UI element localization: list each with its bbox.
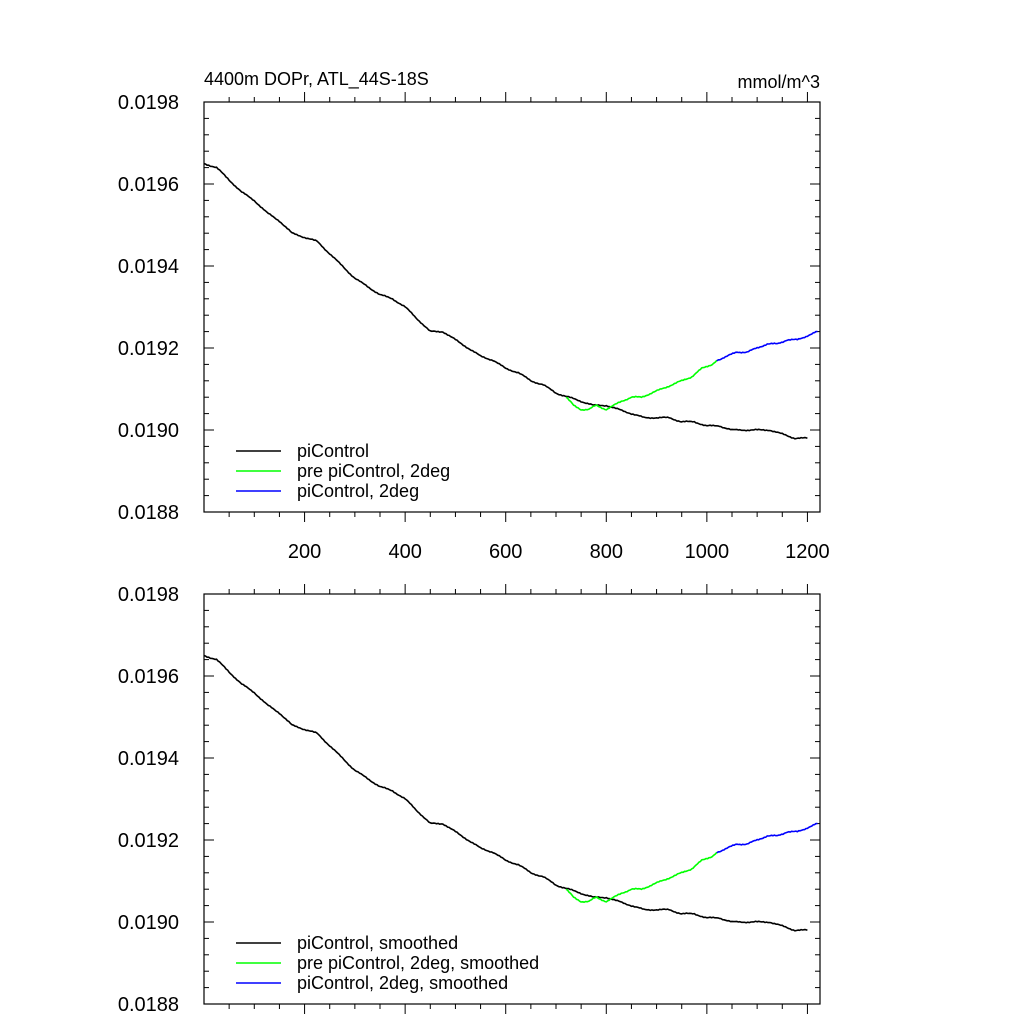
plot-frame bbox=[203, 101, 821, 513]
y-tick-label: 0.0192 bbox=[118, 830, 179, 852]
y-tick-label: 0.0194 bbox=[118, 256, 179, 278]
x-tick-label: 600 bbox=[489, 541, 522, 563]
y-tick-label: 0.0194 bbox=[118, 748, 179, 770]
chart-units: mmol/m^3 bbox=[738, 72, 820, 92]
plot-frame bbox=[203, 593, 821, 1005]
y-tick-label: 0.0190 bbox=[118, 420, 179, 442]
x-tick-label: 200 bbox=[288, 541, 321, 563]
series-line-1 bbox=[203, 654, 808, 932]
legend-label: piControl, 2deg bbox=[297, 481, 419, 501]
legend-label: piControl, 2deg, smoothed bbox=[297, 973, 508, 993]
chart-title: 4400m DOPr, ATL_44S-18S bbox=[204, 69, 429, 90]
x-tick-label: 1200 bbox=[785, 541, 830, 563]
chart-panels: 0.0188 0.0190 0.0192 0.0194 0.0196 0.0198 200 4… bbox=[118, 92, 830, 1016]
legend-label: pre piControl, 2deg bbox=[297, 461, 450, 481]
x-tick-label: 400 bbox=[388, 541, 421, 563]
chart-panel-1: 0.0188 0.0190 0.0192 0.0194 0.0196 0.0198 200 4… bbox=[118, 92, 830, 563]
y-tick-label: 0.0196 bbox=[118, 666, 179, 688]
y-tick-label: 0.0198 bbox=[118, 92, 179, 114]
y-tick-label: 0.0198 bbox=[118, 584, 179, 606]
x-tick-label: 1000 bbox=[685, 541, 730, 563]
y-tick-label: 0.0188 bbox=[118, 502, 179, 524]
chart-panel-2: 0.0188 0.0190 0.0192 0.0194 0.0196 0.0198 piCo… bbox=[118, 584, 821, 1016]
legend-label: piControl bbox=[297, 441, 369, 461]
y-tick-label: 0.0196 bbox=[118, 174, 179, 196]
legend-label: pre piControl, 2deg, smoothed bbox=[297, 953, 539, 973]
series-line-1 bbox=[203, 162, 808, 440]
legend-label: piControl, smoothed bbox=[297, 933, 458, 953]
x-tick-label: 800 bbox=[590, 541, 623, 563]
y-tick-label: 0.0188 bbox=[118, 994, 179, 1016]
y-tick-label: 0.0192 bbox=[118, 338, 179, 360]
series-line-3 bbox=[716, 822, 818, 854]
series-line-3 bbox=[716, 330, 818, 362]
series-line-2 bbox=[565, 359, 718, 411]
y-tick-label: 0.0190 bbox=[118, 912, 179, 934]
series-line-2 bbox=[565, 851, 718, 903]
